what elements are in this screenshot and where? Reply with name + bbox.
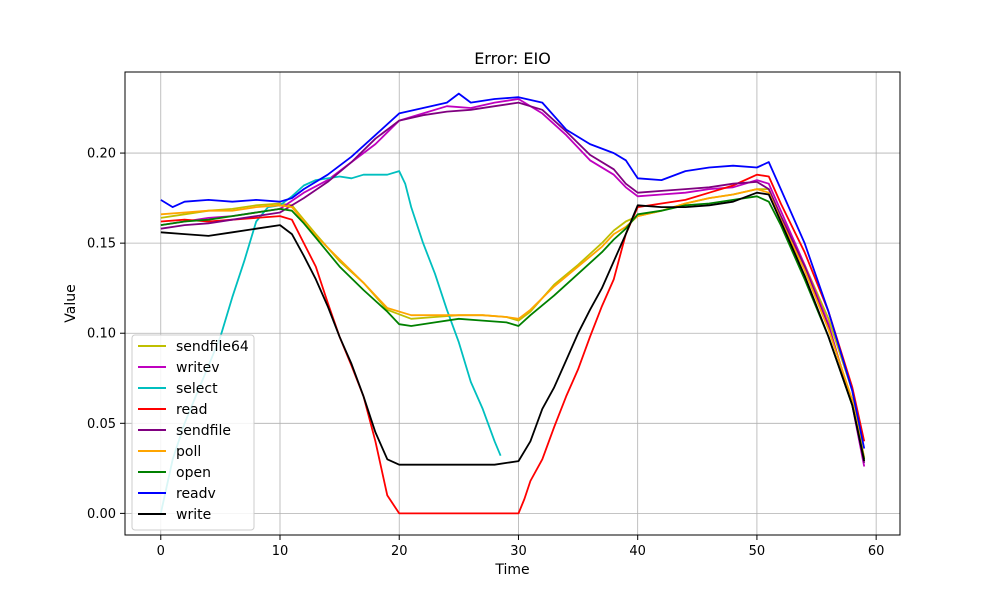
series-line-writev bbox=[160, 98, 866, 467]
legend: sendfile64 writev select read sendfile poll op… bbox=[131, 334, 255, 531]
y-tick-label: 0.20 bbox=[87, 147, 116, 162]
series-line-readv bbox=[160, 92, 866, 449]
legend-label-poll: poll bbox=[176, 444, 201, 460]
series-layer bbox=[159, 92, 866, 515]
legend-label-read: read bbox=[176, 402, 208, 418]
legend-label-sendfile: sendfile bbox=[176, 423, 231, 439]
x-tick-label: 20 bbox=[391, 544, 408, 559]
y-tick-label: 0.05 bbox=[87, 417, 116, 432]
y-tick-label: 0.10 bbox=[87, 327, 116, 342]
x-axis-label: Time bbox=[494, 562, 529, 578]
legend-label-readv: readv bbox=[176, 486, 216, 502]
x-tick-label: 60 bbox=[868, 544, 885, 559]
x-axis-ticks: 0 10 20 30 40 50 60 bbox=[157, 535, 885, 559]
legend-label-write: write bbox=[176, 507, 211, 523]
series-line-write bbox=[160, 191, 866, 466]
y-axis-label: Value bbox=[63, 284, 79, 322]
x-tick-label: 40 bbox=[629, 544, 646, 559]
legend-label-sendfile64: sendfile64 bbox=[176, 339, 249, 355]
series-line-open bbox=[160, 195, 866, 460]
legend-label-select: select bbox=[176, 381, 218, 397]
series-line-read bbox=[160, 173, 866, 515]
y-tick-label: 0.15 bbox=[87, 237, 116, 252]
legend-box bbox=[131, 334, 255, 531]
x-tick-label: 30 bbox=[510, 544, 527, 559]
legend-label-writev: writev bbox=[176, 360, 219, 376]
legend-label-open: open bbox=[176, 465, 211, 481]
x-tick-label: 50 bbox=[749, 544, 766, 559]
y-tick-label: 0.00 bbox=[87, 507, 116, 522]
chart-title: Error: EIO bbox=[474, 49, 551, 68]
x-tick-label: 0 bbox=[157, 544, 165, 559]
series-line-sendfile bbox=[160, 101, 866, 464]
series-line-poll bbox=[160, 188, 866, 458]
y-axis-ticks: 0.00 0.05 0.10 0.15 0.20 bbox=[87, 147, 125, 522]
x-tick-label: 10 bbox=[272, 544, 289, 559]
plot-frame bbox=[124, 71, 901, 536]
